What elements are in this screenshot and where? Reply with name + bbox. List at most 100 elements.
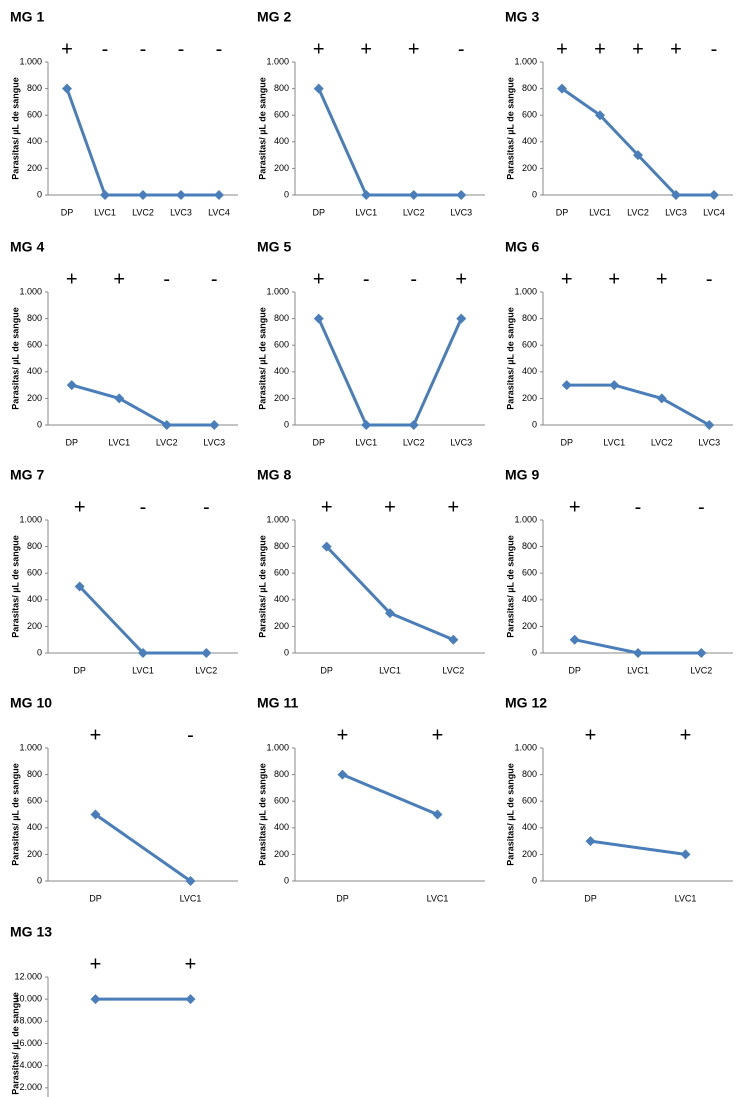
data-point bbox=[448, 634, 459, 645]
x-tick-label: LVC2 bbox=[403, 437, 425, 447]
data-point bbox=[656, 393, 667, 404]
x-tick-label: LVC2 bbox=[195, 665, 217, 675]
series-line bbox=[317, 87, 462, 197]
data-point bbox=[161, 420, 172, 430]
y-tick-label: 400 bbox=[522, 136, 537, 146]
y-tick-label: 600 bbox=[522, 796, 537, 806]
series-line bbox=[325, 545, 454, 642]
annotation: - bbox=[203, 496, 210, 518]
x-tick-label: LVC1 bbox=[427, 893, 449, 903]
y-tick-label: 400 bbox=[522, 366, 537, 376]
data-point bbox=[185, 876, 196, 886]
y-tick-label: 1.000 bbox=[19, 514, 42, 524]
y-tick-label: 0 bbox=[532, 419, 537, 429]
y-tick-label: 600 bbox=[274, 568, 289, 578]
series-line bbox=[561, 87, 714, 197]
data-point bbox=[456, 313, 467, 324]
y-axis-label: Parasitas/ µL de sangue bbox=[257, 307, 267, 410]
data-point bbox=[633, 648, 643, 658]
y-tick-label: 600 bbox=[522, 568, 537, 578]
y-axis-label: Parasitas/ µL de sangue bbox=[10, 535, 20, 638]
y-tick-label: 800 bbox=[27, 769, 42, 779]
data-point bbox=[62, 83, 72, 94]
x-tick-label: LVC1 bbox=[108, 437, 130, 447]
annotation: - bbox=[140, 496, 147, 518]
y-tick-label: 0 bbox=[37, 189, 42, 199]
y-tick-label: 200 bbox=[522, 849, 537, 859]
y-tick-label: 400 bbox=[274, 366, 289, 376]
annotation: + bbox=[556, 38, 568, 60]
chart-title: MG 4 bbox=[10, 239, 44, 255]
y-tick-label: 200 bbox=[27, 163, 42, 173]
data-point bbox=[569, 634, 580, 645]
y-tick-label: 200 bbox=[522, 621, 537, 631]
chart-panel: MG 11 Parasitas/ µL de sangue 0 200 400 600 80… bbox=[257, 695, 485, 903]
annotation: - bbox=[458, 38, 465, 60]
x-tick-label: DP bbox=[584, 893, 597, 903]
series-line bbox=[94, 813, 192, 883]
annotation: + bbox=[447, 496, 459, 518]
data-point bbox=[201, 648, 212, 658]
y-tick-label: 400 bbox=[274, 594, 289, 604]
y-axis-label: Parasitas/ µL de sangue bbox=[257, 535, 267, 638]
series-line bbox=[65, 88, 219, 197]
data-point bbox=[595, 110, 605, 121]
y-tick-label: 0 bbox=[284, 875, 289, 885]
data-point bbox=[609, 380, 620, 391]
annotation: + bbox=[455, 268, 467, 290]
data-point bbox=[456, 190, 467, 200]
data-point bbox=[114, 393, 125, 404]
annotation: - bbox=[140, 38, 147, 60]
chart-title: MG 5 bbox=[257, 239, 291, 255]
chart-title: MG 11 bbox=[257, 695, 298, 711]
data-point bbox=[704, 420, 715, 430]
x-tick-label: LVC1 bbox=[94, 207, 116, 217]
y-tick-label: 200 bbox=[27, 849, 42, 859]
y-tick-label: 1.000 bbox=[266, 56, 289, 66]
y-tick-label: 800 bbox=[27, 313, 42, 323]
x-tick-label: LVC3 bbox=[450, 207, 472, 217]
data-point bbox=[709, 190, 719, 200]
x-tick-label: LVC3 bbox=[170, 207, 192, 217]
data-point bbox=[585, 836, 596, 847]
chart-panel: MG 7 Parasitas/ µL de sangue 0 200 400 600 800… bbox=[10, 467, 238, 675]
data-point bbox=[185, 994, 196, 1005]
y-axis-label: Parasitas/ µL de sangue bbox=[257, 763, 267, 866]
annotation: + bbox=[360, 38, 372, 60]
annotation: + bbox=[61, 38, 73, 60]
chart-panel: MG 1 Parasitas/ µL de sangue 0 200 400 600 800… bbox=[10, 9, 238, 217]
y-tick-label: 1.000 bbox=[266, 742, 289, 752]
data-point bbox=[321, 541, 332, 552]
annotation: + bbox=[185, 953, 197, 975]
y-tick-label: 0 bbox=[284, 647, 289, 657]
y-tick-label: 200 bbox=[27, 393, 42, 403]
x-tick-label: DP bbox=[312, 207, 325, 217]
series-line bbox=[317, 317, 463, 427]
annotation: + bbox=[90, 953, 102, 975]
y-tick-label: 400 bbox=[27, 594, 42, 604]
y-tick-label: 0 bbox=[532, 189, 537, 199]
y-axis-label: Parasitas/ µL de sangue bbox=[10, 307, 20, 410]
data-point bbox=[337, 769, 348, 780]
y-tick-label: 800 bbox=[522, 541, 537, 551]
data-point bbox=[313, 83, 324, 94]
x-tick-label: LVC2 bbox=[651, 437, 673, 447]
chart-panel: MG 2 Parasitas/ µL de sangue 0 200 400 600 800… bbox=[257, 9, 485, 217]
x-tick-label: LVC1 bbox=[355, 437, 377, 447]
x-tick-label: DP bbox=[320, 665, 333, 675]
data-point bbox=[361, 420, 372, 430]
x-tick-label: LVC4 bbox=[703, 207, 725, 217]
data-point bbox=[74, 581, 85, 592]
y-tick-label: 400 bbox=[27, 822, 42, 832]
data-point bbox=[680, 849, 691, 860]
series-line bbox=[71, 383, 215, 427]
y-tick-label: 400 bbox=[522, 822, 537, 832]
y-tick-label: 600 bbox=[522, 110, 537, 120]
chart-title: MG 12 bbox=[505, 695, 547, 711]
chart-title: MG 10 bbox=[10, 695, 52, 711]
y-axis-label: Parasitas/ µL de sangue bbox=[505, 307, 515, 410]
y-tick-label: 0 bbox=[37, 647, 42, 657]
chart-panel: MG 6 Parasitas/ µL de sangue 0 200 400 600 800… bbox=[505, 239, 733, 447]
